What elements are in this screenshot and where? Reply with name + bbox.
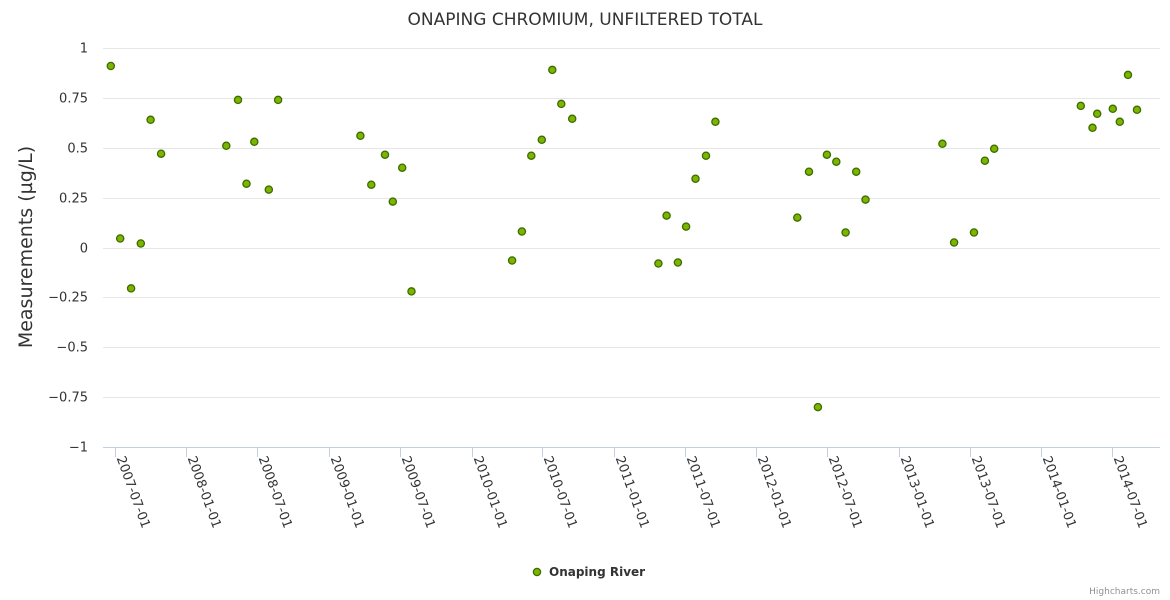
data-point[interactable]: [567, 114, 577, 124]
y-axis-title: Measurements (µg/L): [15, 146, 37, 348]
data-point[interactable]: [388, 197, 398, 206]
data-point[interactable]: [673, 258, 683, 267]
data-point[interactable]: [397, 163, 407, 172]
credits-link[interactable]: Highcharts.com: [1089, 587, 1160, 597]
legend-marker-icon: [532, 567, 542, 577]
data-point[interactable]: [804, 167, 814, 176]
data-point[interactable]: [250, 137, 259, 147]
data-point[interactable]: [136, 239, 146, 248]
data-point[interactable]: [701, 151, 711, 160]
data-point[interactable]: [126, 284, 136, 293]
data-point[interactable]: [106, 61, 116, 71]
data-point[interactable]: [356, 131, 365, 141]
y-tick-label: −0.25: [48, 291, 88, 306]
data-point[interactable]: [841, 228, 850, 237]
y-axis: −1 −0.75 −0.5 −0.25 0 0.25 0.5 0.75 1: [48, 42, 88, 456]
data-point[interactable]: [1088, 123, 1097, 133]
legend-label[interactable]: Onaping River: [549, 565, 645, 579]
data-point[interactable]: [264, 185, 274, 194]
data-point[interactable]: [822, 150, 832, 159]
y-tick-label: −1: [69, 441, 88, 456]
data-point[interactable]: [115, 234, 125, 243]
data-point[interactable]: [1132, 105, 1142, 115]
data-point[interactable]: [273, 95, 283, 105]
data-point[interactable]: [969, 228, 979, 237]
data-point[interactable]: [1076, 101, 1086, 111]
data-point[interactable]: [980, 156, 990, 165]
y-tick-label: 0.5: [67, 142, 88, 157]
data-point[interactable]: [949, 238, 959, 247]
data-point[interactable]: [1115, 117, 1125, 127]
data-point[interactable]: [537, 135, 547, 145]
data-point[interactable]: [711, 117, 720, 127]
y-tick-label: 0.25: [59, 192, 88, 207]
y-tick-label: −0.75: [48, 391, 88, 406]
data-point[interactable]: [380, 150, 390, 159]
data-point[interactable]: [557, 99, 566, 109]
data-point[interactable]: [938, 139, 947, 149]
legend[interactable]: Onaping River: [532, 565, 645, 579]
data-point[interactable]: [1123, 70, 1133, 80]
data-point[interactable]: [1108, 104, 1118, 114]
data-point[interactable]: [233, 95, 243, 105]
data-point[interactable]: [662, 211, 671, 220]
data-point[interactable]: [548, 65, 557, 75]
data-point[interactable]: [654, 259, 663, 268]
data-point[interactable]: [1092, 109, 1102, 119]
data-point[interactable]: [793, 213, 802, 222]
data-point[interactable]: [861, 195, 870, 204]
data-point[interactable]: [507, 256, 517, 265]
data-point[interactable]: [367, 180, 376, 189]
data-point[interactable]: [681, 222, 691, 231]
y-tick-label: 0.75: [59, 92, 88, 107]
y-tick-label: 1: [80, 42, 88, 57]
data-point[interactable]: [691, 174, 700, 183]
data-point[interactable]: [156, 149, 166, 158]
data-point[interactable]: [851, 167, 861, 176]
y-tick-label: −0.5: [56, 341, 88, 356]
y-tick-label: 0: [80, 242, 88, 257]
data-point[interactable]: [242, 179, 251, 188]
data-point[interactable]: [527, 151, 536, 160]
data-point[interactable]: [517, 227, 527, 236]
data-point[interactable]: [146, 115, 155, 125]
data-point[interactable]: [222, 141, 231, 151]
chart-title: ONAPING CHROMIUM, UNFILTERED TOTAL: [408, 10, 763, 30]
data-point[interactable]: [989, 144, 999, 153]
data-point[interactable]: [832, 157, 841, 166]
data-point[interactable]: [813, 402, 823, 412]
series-onaping-river: [106, 61, 1142, 412]
data-point[interactable]: [407, 287, 416, 296]
